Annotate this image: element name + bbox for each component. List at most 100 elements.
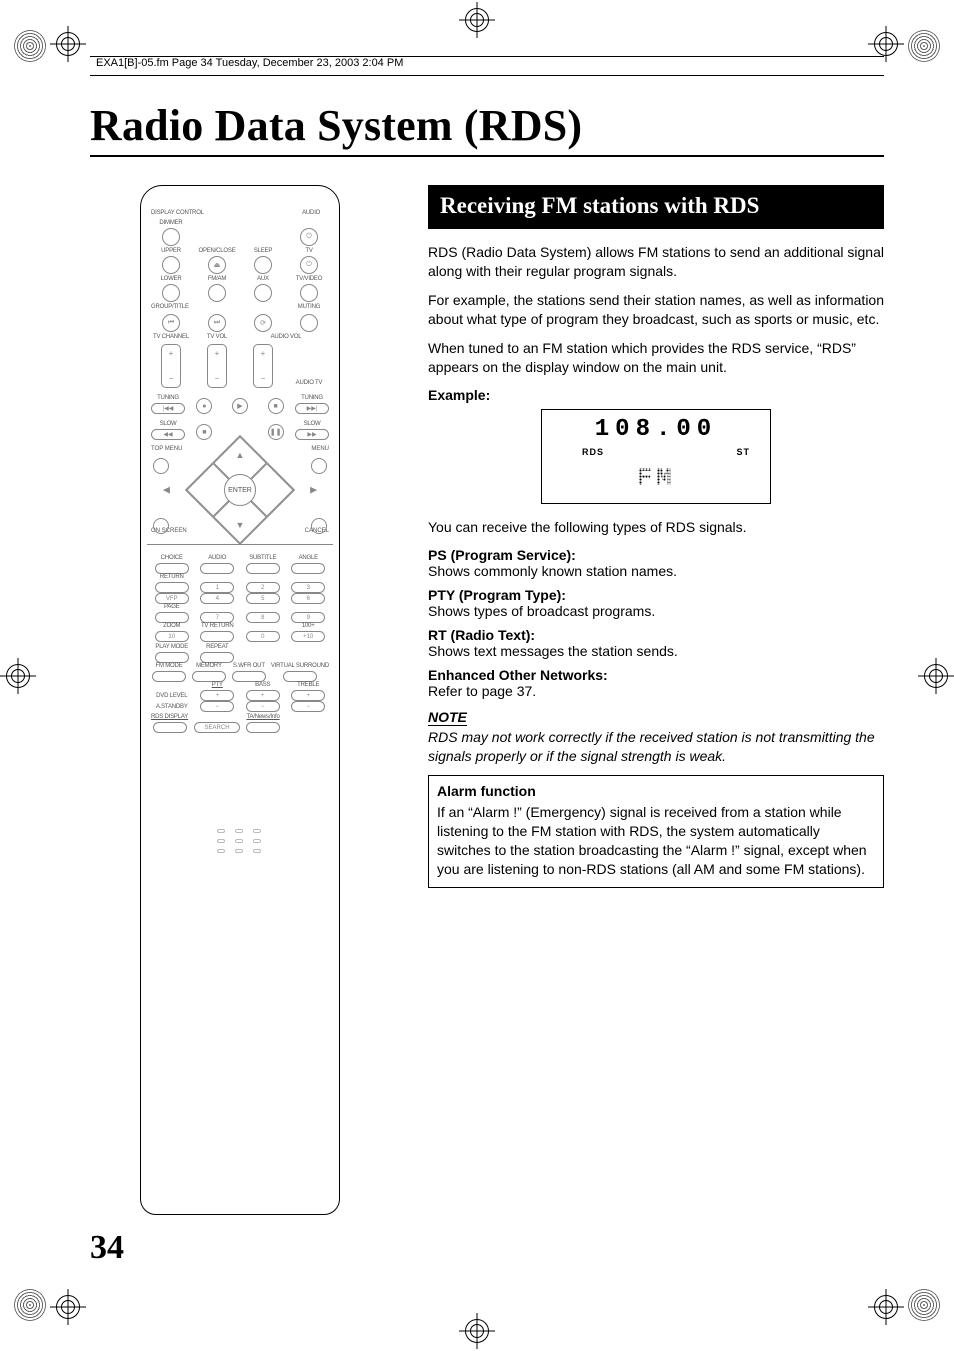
- alarm-box: Alarm function If an “Alarm !” (Emergenc…: [428, 775, 884, 887]
- btn-group-next[interactable]: ⏭: [208, 314, 226, 332]
- btn-tvvideo[interactable]: [300, 284, 318, 302]
- btn-prev-track[interactable]: |◀◀: [151, 403, 185, 414]
- sig-ps-body: Shows commonly known station names.: [428, 563, 677, 579]
- btn-pty-plus[interactable]: +: [200, 690, 234, 701]
- lbl-audio-tv-side: AUDIO TV: [296, 380, 323, 386]
- btn-subtitle[interactable]: [246, 563, 280, 574]
- btn-bass-plus[interactable]: +: [246, 690, 280, 701]
- sig-eon-title: Enhanced Other Networks:: [428, 667, 608, 683]
- btn-rec[interactable]: ●: [196, 398, 212, 414]
- btn-key-5[interactable]: 5: [246, 593, 280, 604]
- btn-menu[interactable]: [311, 458, 327, 474]
- lbl-tvvideo: TV/VIDEO: [296, 276, 322, 282]
- btn-key-2[interactable]: 2: [246, 582, 280, 593]
- btn-play-mode[interactable]: [155, 652, 189, 663]
- lbl-page: PAGE: [164, 604, 179, 610]
- btn-vfp[interactable]: VFP: [155, 593, 189, 604]
- btn-key-9[interactable]: 9: [291, 612, 325, 623]
- btn-choice[interactable]: [155, 563, 189, 574]
- btn-key-1[interactable]: 1: [200, 582, 234, 593]
- lbl-bass: BASS: [255, 682, 270, 688]
- lbl-treble: TREBLE: [297, 682, 319, 688]
- btn-key-6[interactable]: 6: [291, 593, 325, 604]
- btn-top-menu[interactable]: [153, 458, 169, 474]
- btn-audiovol-rocker[interactable]: +−: [253, 344, 273, 388]
- btn-lower[interactable]: [162, 284, 180, 302]
- btn-stop2[interactable]: ■: [196, 424, 212, 440]
- btn-next-track[interactable]: ▶▶|: [295, 403, 329, 414]
- btn-tvchannel-rocker[interactable]: +−: [161, 344, 181, 388]
- lcd-frequency: 108.00: [595, 416, 717, 443]
- btn-search[interactable]: SEARCH: [194, 722, 240, 733]
- btn-bass-minus[interactable]: −: [246, 701, 280, 712]
- btn-stop[interactable]: ■: [268, 398, 284, 414]
- btn-clock-icon[interactable]: ⟳: [254, 314, 272, 332]
- lbl-ta-news: TA/News/Info: [246, 714, 279, 720]
- btn-key-10[interactable]: 10: [155, 631, 189, 642]
- btn-treble-minus[interactable]: −: [291, 701, 325, 712]
- lbl-upper: UPPER: [161, 248, 181, 254]
- btn-key-7[interactable]: 7: [200, 612, 234, 623]
- lbl-tvvol: TV VOL: [207, 334, 227, 340]
- btn-play[interactable]: ▶: [232, 398, 248, 414]
- btn-repeat[interactable]: [200, 652, 234, 663]
- lbl-tuning-r: TUNING: [301, 395, 323, 401]
- lbl-rds-display: RDS DISPLAY: [151, 714, 188, 720]
- btn-rew[interactable]: ◀◀: [151, 429, 185, 440]
- page-number: 34: [90, 1229, 124, 1267]
- btn-muting[interactable]: [300, 314, 318, 332]
- lbl-menu: MENU: [311, 446, 329, 452]
- btn-key-4[interactable]: 4: [200, 593, 234, 604]
- btn-on-screen[interactable]: [153, 518, 169, 534]
- alarm-body: If an “Alarm !” (Emergency) signal is re…: [437, 804, 867, 877]
- btn-pause[interactable]: ❚❚: [268, 424, 284, 440]
- btn-enter[interactable]: ENTER: [224, 474, 256, 506]
- btn-key-8[interactable]: 8: [246, 612, 280, 623]
- btn-tv-return[interactable]: [200, 631, 234, 642]
- lbl-openclose: OPEN/CLOSE: [198, 248, 235, 254]
- page: EXA1[B]-05.fm Page 34 Tuesday, December …: [90, 56, 884, 1281]
- btn-page[interactable]: [155, 612, 189, 623]
- btn-cancel[interactable]: [311, 518, 327, 534]
- para-intro-1: RDS (Radio Data System) allows FM statio…: [428, 243, 884, 281]
- btn-audio[interactable]: [200, 563, 234, 574]
- note-body: RDS may not work correctly if the receiv…: [428, 728, 884, 766]
- btn-ta-news[interactable]: [246, 722, 280, 733]
- btn-plus10[interactable]: +10: [291, 631, 325, 642]
- btn-fmam[interactable]: [208, 284, 226, 302]
- btn-sleep[interactable]: [254, 256, 272, 274]
- btn-rds-display[interactable]: [153, 722, 187, 733]
- lcd-st-indicator: ST: [736, 447, 750, 457]
- btn-pty-minus[interactable]: −: [200, 701, 234, 712]
- lbl-return: RETURN: [160, 574, 184, 580]
- lbl-tvchannel: TV CHANNEL: [153, 334, 189, 340]
- btn-angle[interactable]: [291, 563, 325, 574]
- btn-upper[interactable]: [162, 256, 180, 274]
- btn-ff[interactable]: ▶▶: [295, 429, 329, 440]
- crop-mark-bl: [50, 1289, 86, 1325]
- lbl-tv: TV: [305, 248, 312, 254]
- btn-swfr[interactable]: [232, 671, 266, 682]
- btn-memory[interactable]: [192, 671, 226, 682]
- header-rule-bottom: [90, 75, 884, 76]
- btn-treble-plus[interactable]: +: [291, 690, 325, 701]
- lbl-slow-l: SLOW: [160, 421, 177, 427]
- lbl-fm-mode: FM MODE: [156, 663, 183, 669]
- btn-tv-power[interactable]: ⏻: [300, 256, 318, 274]
- btn-key-0[interactable]: 0: [246, 631, 280, 642]
- btn-audio-power[interactable]: ⏻: [300, 228, 318, 246]
- btn-return[interactable]: [155, 582, 189, 593]
- crop-mark-ml: [0, 658, 36, 694]
- btn-openclose[interactable]: ⏏: [208, 256, 226, 274]
- btn-virtual[interactable]: [283, 671, 317, 682]
- btn-key-3[interactable]: 3: [291, 582, 325, 593]
- btn-dimmer[interactable]: [162, 228, 180, 246]
- btn-aux[interactable]: [254, 284, 272, 302]
- btn-tvvol-rocker[interactable]: +−: [207, 344, 227, 388]
- btn-fm-mode[interactable]: [152, 671, 186, 682]
- lbl-tv-return: TV RETURN: [201, 623, 234, 629]
- btn-group-prev[interactable]: ⏮: [162, 314, 180, 332]
- lbl-top-menu: TOP MENU: [151, 446, 182, 452]
- lbl-swfr: S.WFR OUT: [233, 663, 265, 669]
- arrow-up-icon: ▲: [236, 450, 245, 460]
